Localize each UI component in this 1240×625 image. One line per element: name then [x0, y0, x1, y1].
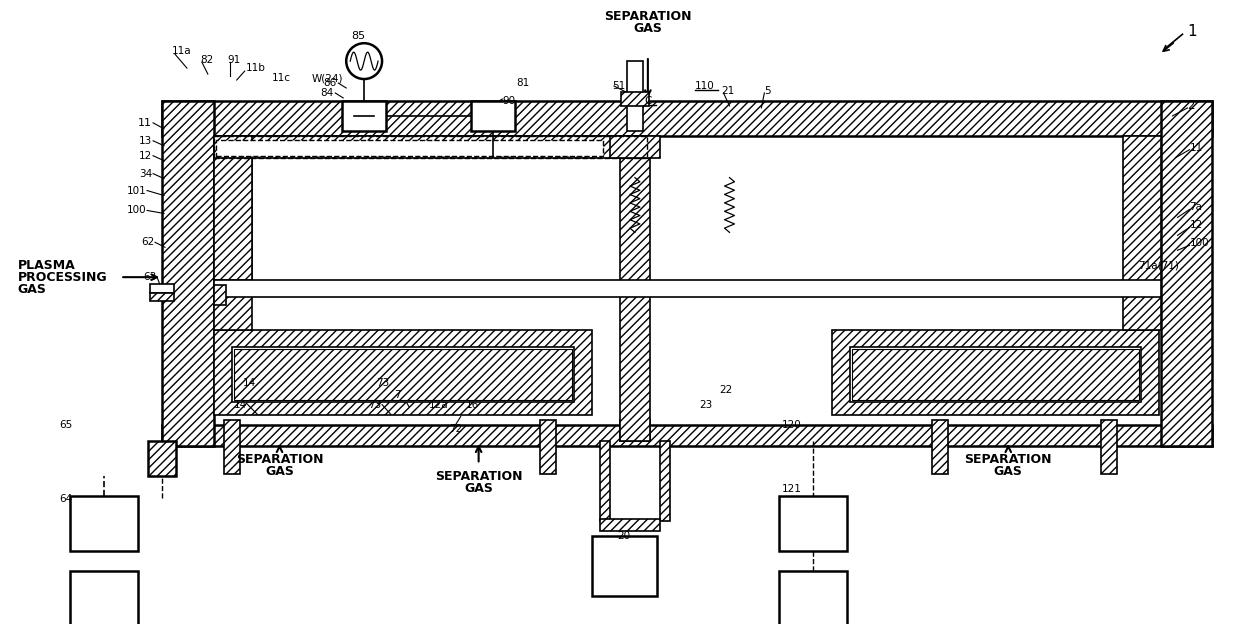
Text: 16: 16: [465, 399, 479, 409]
Text: 14: 14: [233, 399, 247, 409]
Text: 73: 73: [377, 378, 389, 388]
Text: 81: 81: [517, 78, 529, 88]
Text: 51: 51: [613, 81, 625, 91]
Bar: [71, 496, 138, 551]
Bar: [150, 293, 174, 301]
Text: W(24): W(24): [311, 73, 343, 83]
Text: 100: 100: [1189, 238, 1209, 248]
Text: 90: 90: [502, 96, 516, 106]
Bar: [620, 158, 650, 441]
Text: 7a: 7a: [1189, 202, 1203, 212]
Text: GAS: GAS: [993, 465, 1023, 478]
Bar: [213, 136, 252, 330]
Bar: [600, 441, 610, 521]
Bar: [213, 158, 252, 280]
Text: 7: 7: [394, 389, 401, 399]
Text: 101: 101: [126, 186, 146, 196]
Bar: [1122, 136, 1161, 330]
Bar: [849, 347, 1141, 402]
Text: 65: 65: [60, 419, 72, 429]
Text: SEPARATION: SEPARATION: [435, 470, 522, 482]
Text: 13: 13: [139, 136, 153, 146]
Text: 86: 86: [322, 78, 336, 88]
Text: PROCESSING: PROCESSING: [17, 271, 108, 284]
Bar: [213, 280, 1161, 297]
Bar: [541, 419, 557, 474]
Bar: [150, 284, 174, 293]
Text: PLASMA: PLASMA: [17, 259, 76, 272]
Bar: [660, 441, 670, 521]
Text: 84: 84: [320, 88, 334, 98]
Text: 11a: 11a: [172, 46, 192, 56]
Text: 12: 12: [1189, 221, 1203, 231]
Text: 110: 110: [694, 81, 714, 91]
Text: 21: 21: [722, 86, 735, 96]
Bar: [779, 496, 847, 551]
Text: 63: 63: [143, 272, 156, 282]
Bar: [148, 441, 176, 476]
Text: 120: 120: [782, 419, 802, 429]
Text: 11b: 11b: [246, 63, 265, 73]
Text: 73: 73: [368, 399, 381, 409]
Bar: [593, 536, 657, 596]
Text: 12: 12: [139, 151, 153, 161]
Text: 2: 2: [1188, 99, 1195, 112]
Text: 85: 85: [351, 31, 366, 41]
Text: 12a: 12a: [429, 399, 449, 409]
Bar: [162, 101, 1213, 136]
Text: 91: 91: [228, 55, 241, 65]
Text: 64: 64: [60, 494, 72, 504]
Bar: [233, 349, 572, 399]
Text: SEPARATION: SEPARATION: [236, 453, 324, 466]
Circle shape: [346, 43, 382, 79]
Bar: [71, 571, 138, 625]
Text: 14: 14: [243, 378, 257, 388]
Bar: [1161, 101, 1213, 446]
Bar: [931, 419, 947, 474]
Text: 72: 72: [449, 424, 463, 434]
Text: 82: 82: [200, 55, 213, 65]
Text: 23: 23: [699, 399, 713, 409]
Bar: [342, 101, 386, 131]
Bar: [627, 61, 642, 131]
Bar: [162, 424, 1213, 446]
Text: 71a(71): 71a(71): [1137, 260, 1178, 270]
Text: 34: 34: [139, 169, 153, 179]
Text: 5: 5: [764, 86, 771, 96]
Text: GAS: GAS: [17, 282, 47, 296]
Bar: [213, 136, 647, 158]
Text: 22: 22: [719, 384, 733, 394]
Bar: [223, 419, 239, 474]
Text: 1: 1: [1188, 24, 1197, 39]
Bar: [232, 347, 574, 402]
Bar: [621, 92, 649, 106]
Bar: [162, 101, 213, 446]
Bar: [779, 571, 847, 625]
Text: 100: 100: [126, 206, 146, 216]
Bar: [610, 136, 660, 158]
Bar: [1101, 419, 1117, 474]
Text: SEPARATION: SEPARATION: [965, 453, 1052, 466]
Text: 62: 62: [141, 238, 154, 248]
Bar: [471, 101, 516, 131]
Text: GAS: GAS: [464, 482, 494, 495]
Text: 121: 121: [782, 484, 802, 494]
Text: C: C: [645, 96, 651, 106]
Bar: [852, 349, 1138, 399]
Bar: [213, 136, 647, 158]
Bar: [216, 140, 603, 156]
Text: 20: 20: [618, 531, 631, 541]
Text: 11: 11: [138, 118, 153, 128]
Text: 11c: 11c: [272, 73, 290, 83]
Bar: [600, 519, 660, 531]
Bar: [832, 330, 1158, 414]
Bar: [620, 419, 650, 441]
Text: SEPARATION: SEPARATION: [604, 10, 692, 23]
Bar: [213, 330, 593, 414]
Text: GAS: GAS: [634, 22, 662, 35]
Bar: [213, 285, 226, 305]
Text: 11: 11: [1189, 142, 1203, 152]
Text: GAS: GAS: [265, 465, 294, 478]
